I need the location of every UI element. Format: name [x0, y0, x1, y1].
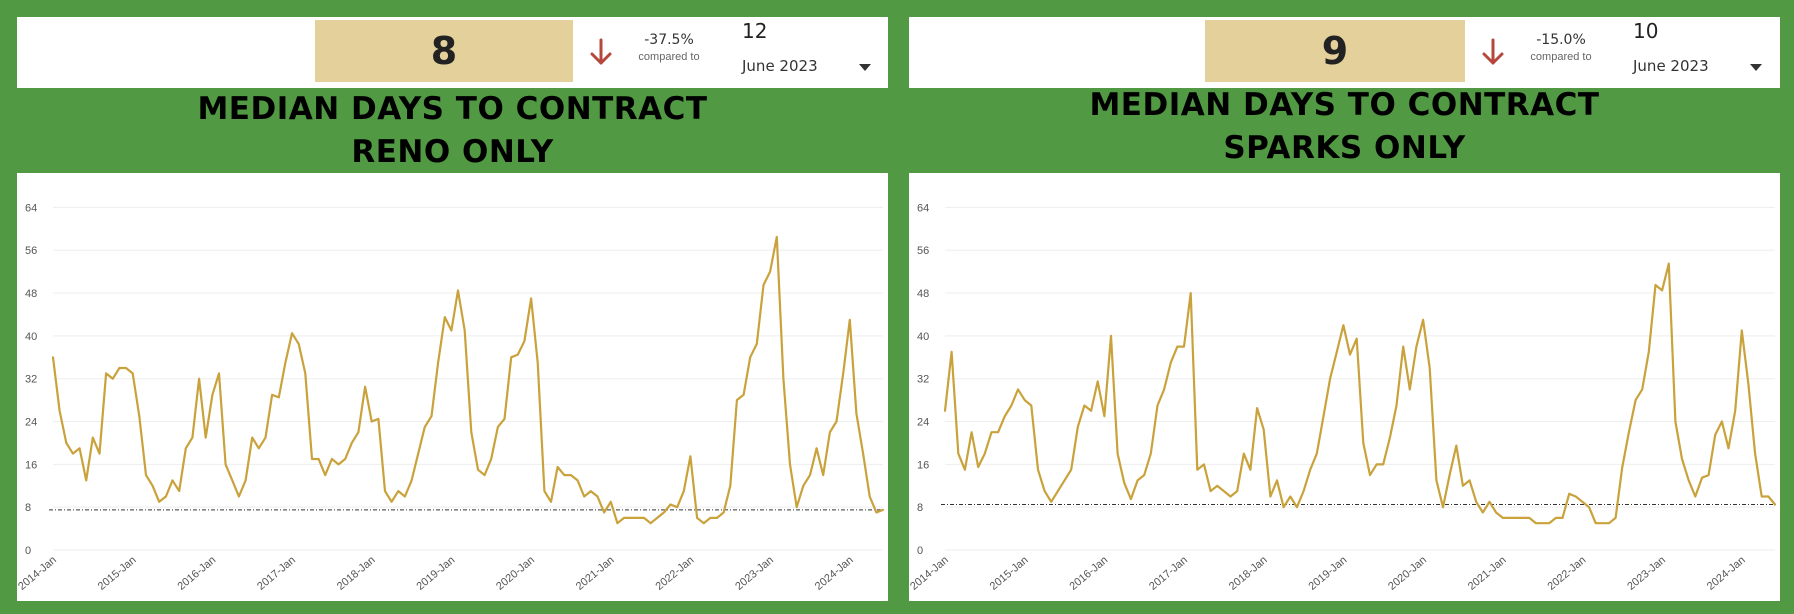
- y-tick-label: 64: [917, 202, 929, 214]
- x-tick-label: 2023-Jan: [733, 554, 776, 593]
- x-tick-label: 2017-Jan: [255, 554, 298, 593]
- sparks-scorecard: 9 -15.0% compared to 10 June 2023: [909, 17, 1780, 88]
- x-tick-label: 2018-Jan: [1227, 554, 1270, 593]
- reno-reference-value: 12: [742, 19, 768, 43]
- y-tick-label: 8: [25, 502, 31, 514]
- y-tick-label: 40: [917, 331, 929, 343]
- reno-kpi-delta: -37.5% compared to: [623, 32, 715, 63]
- reno-period-dropdown[interactable]: June 2023: [742, 57, 882, 81]
- x-tick-label: 2021-Jan: [1466, 554, 1509, 593]
- reno-scorecard: 8 -37.5% compared to 12 June 2023: [17, 17, 888, 88]
- reno-chart-title: MEDIAN DAYS TO CONTRACT RENO ONLY: [17, 88, 888, 174]
- x-tick-label: 2014-Jan: [909, 554, 951, 593]
- sparks-chart-title: MEDIAN DAYS TO CONTRACT SPARKS ONLY: [909, 84, 1780, 170]
- y-tick-label: 0: [25, 545, 31, 557]
- sparks-kpi-value: 9: [1205, 20, 1465, 82]
- y-tick-label: 16: [25, 459, 37, 471]
- y-tick-label: 32: [917, 374, 929, 386]
- compared-to-label: compared to: [638, 51, 700, 63]
- y-tick-label: 24: [917, 417, 929, 429]
- delta-percent: -37.5%: [644, 32, 694, 48]
- down-arrow-icon: [1482, 38, 1504, 65]
- reno-line-chart: 0 8 16 24 32 40 48 56 64 2014-Jan 2015-Jan 2016-Jan…: [17, 173, 888, 601]
- down-arrow-icon: [590, 38, 612, 65]
- x-tick-label: 2020-Jan: [1386, 554, 1429, 593]
- x-tick-label: 2019-Jan: [414, 554, 457, 593]
- delta-percent: -15.0%: [1536, 32, 1586, 48]
- x-tick-label: 2014-Jan: [17, 554, 59, 593]
- sparks-line-chart: 0 8 16 24 32 40 48 56 64 2014-Jan 2015-Jan 2016-Jan…: [909, 173, 1780, 601]
- x-tick-label: 2017-Jan: [1147, 554, 1190, 593]
- x-tick-label: 2015-Jan: [96, 554, 139, 593]
- chevron-down-icon[interactable]: [1750, 64, 1762, 71]
- y-tick-label: 48: [25, 288, 37, 300]
- x-tick-label: 2020-Jan: [494, 554, 537, 593]
- series-line: [51, 235, 885, 525]
- period-selected-label: June 2023: [1633, 57, 1709, 75]
- title-line-1: MEDIAN DAYS TO CONTRACT: [1089, 87, 1600, 123]
- y-tick-label: 32: [25, 374, 37, 386]
- y-tick-label: 16: [917, 459, 929, 471]
- y-tick-label: 48: [917, 288, 929, 300]
- reno-kpi-value: 8: [315, 20, 573, 82]
- y-tick-label: 8: [917, 502, 923, 514]
- title-line-2: RENO ONLY: [351, 134, 554, 170]
- chevron-down-icon[interactable]: [859, 64, 871, 71]
- line-chart-svg: 0 8 16 24 32 40 48 56 64 2014-Jan 2015-Jan 2016-Jan…: [909, 202, 1777, 593]
- x-tick-label: 2016-Jan: [1067, 554, 1110, 593]
- x-tick-label: 2024-Jan: [1705, 554, 1748, 593]
- x-tick-label: 2018-Jan: [335, 554, 378, 593]
- compared-to-label: compared to: [1530, 51, 1592, 63]
- x-tick-label: 2015-Jan: [988, 554, 1031, 593]
- x-tick-label: 2022-Jan: [654, 554, 697, 593]
- period-selected-label: June 2023: [742, 57, 818, 75]
- x-tick-label: 2016-Jan: [175, 554, 218, 593]
- line-chart-svg: 0 8 16 24 32 40 48 56 64 2014-Jan 2015-Jan 2016-Jan…: [17, 202, 885, 593]
- sparks-kpi-delta: -15.0% compared to: [1515, 32, 1607, 63]
- x-tick-label: 2019-Jan: [1306, 554, 1349, 593]
- y-tick-label: 0: [917, 545, 923, 557]
- x-tick-label: 2021-Jan: [574, 554, 617, 593]
- sparks-period-dropdown[interactable]: June 2023: [1633, 57, 1773, 81]
- x-tick-label: 2022-Jan: [1546, 554, 1589, 593]
- y-tick-label: 56: [917, 245, 929, 257]
- reno-panel: 8 -37.5% compared to 12 June 2023 MEDIAN…: [17, 0, 888, 614]
- title-line-1: MEDIAN DAYS TO CONTRACT: [197, 91, 708, 127]
- x-tick-label: 2023-Jan: [1625, 554, 1668, 593]
- series-line: [943, 262, 1777, 525]
- sparks-panel: 9 -15.0% compared to 10 June 2023 MEDIAN…: [909, 0, 1780, 614]
- y-tick-label: 40: [25, 331, 37, 343]
- x-tick-label: 2024-Jan: [813, 554, 856, 593]
- title-line-2: SPARKS ONLY: [1223, 130, 1466, 166]
- y-tick-label: 64: [25, 202, 37, 214]
- sparks-reference-value: 10: [1633, 19, 1659, 43]
- y-tick-label: 24: [25, 417, 37, 429]
- y-tick-label: 56: [25, 245, 37, 257]
